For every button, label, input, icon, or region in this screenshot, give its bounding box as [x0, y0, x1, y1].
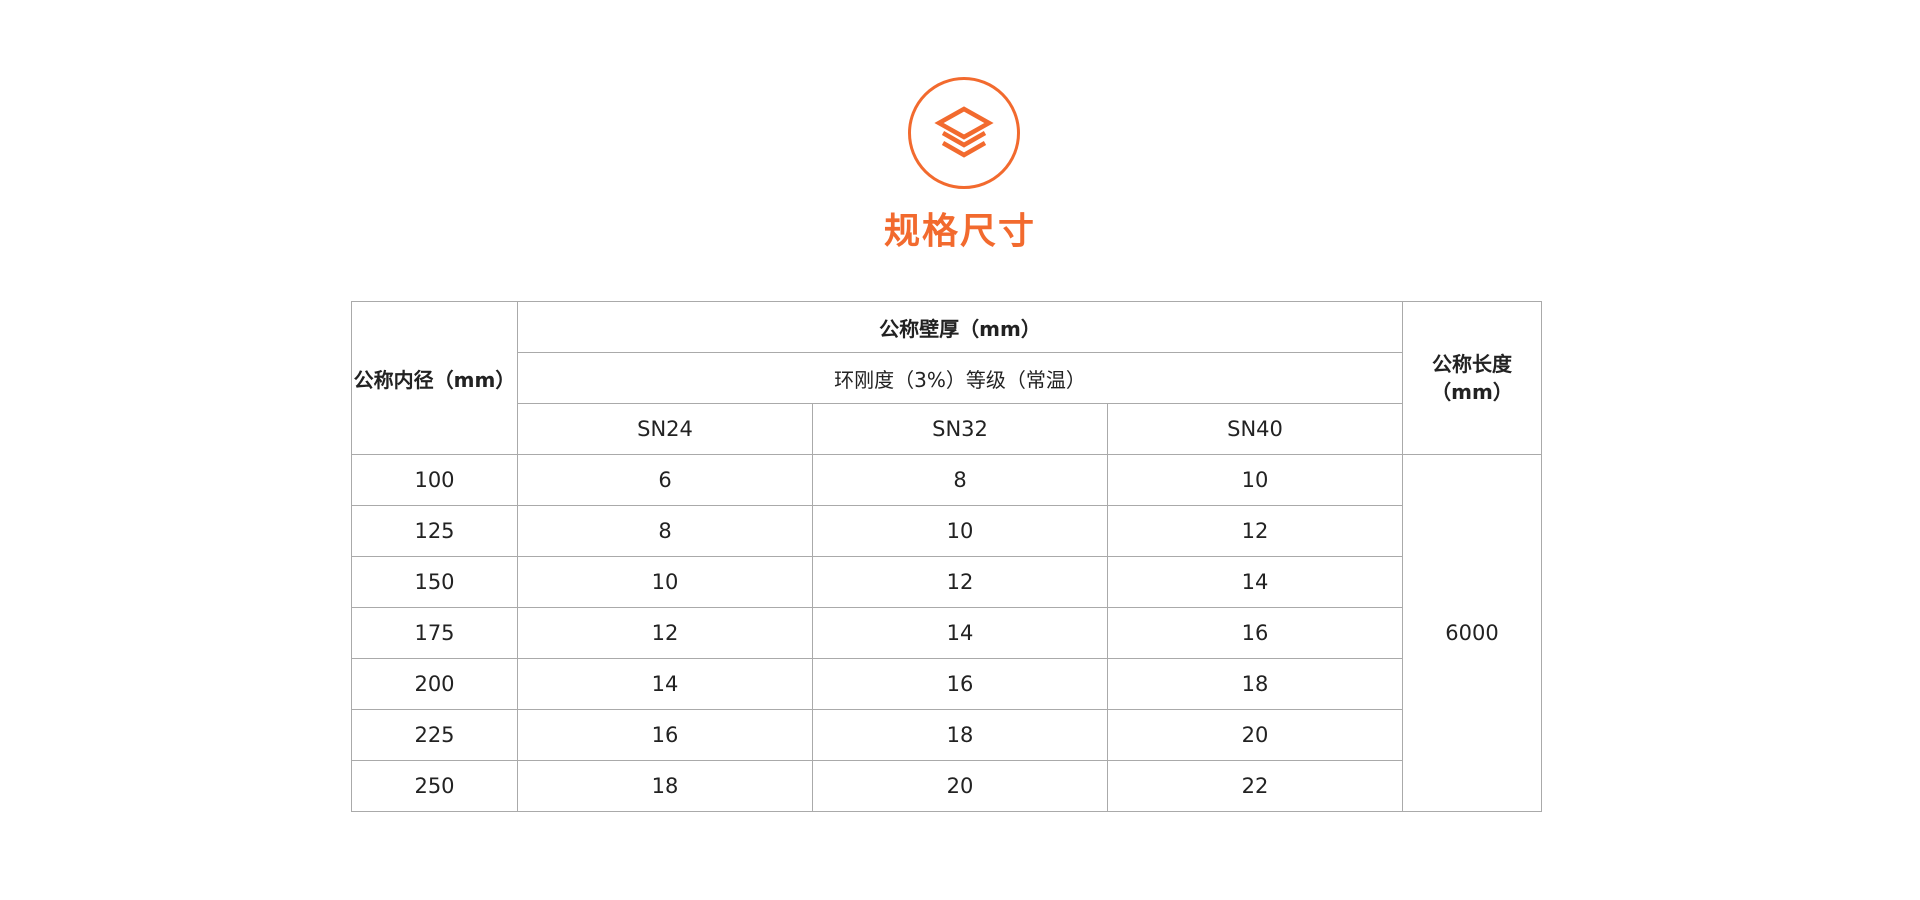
cell-thickness: 10 — [1107, 454, 1403, 506]
cell-thickness: 10 — [812, 505, 1108, 557]
cell-thickness: 16 — [812, 658, 1108, 710]
table-row: 200 14 16 18 — [351, 658, 1542, 710]
cell-diameter: 150 — [351, 556, 518, 608]
cell-thickness: 18 — [1107, 658, 1403, 710]
cell-diameter: 175 — [351, 607, 518, 659]
spec-table: 公称内径（mm） 公称壁厚（mm） 公称长度（mm） 环刚度（3%）等级（常温）… — [351, 301, 1542, 812]
table-row: 150 10 12 14 — [351, 556, 1542, 608]
header-inner-diameter: 公称内径（mm） — [351, 301, 518, 455]
cell-diameter: 200 — [351, 658, 518, 710]
table-row: 100 6 8 10 6000 — [351, 454, 1542, 812]
cell-diameter: 100 — [351, 454, 518, 506]
layers-icon — [908, 77, 1020, 189]
header-length: 公称长度（mm） — [1402, 301, 1542, 455]
table-row: 250 18 20 22 — [351, 760, 1542, 812]
table-row: 175 12 14 16 — [351, 607, 1542, 659]
cell-diameter: 125 — [351, 505, 518, 557]
cell-thickness: 12 — [517, 607, 813, 659]
cell-thickness: 12 — [1107, 505, 1403, 557]
cell-thickness: 8 — [812, 454, 1108, 506]
cell-thickness: 14 — [1107, 556, 1403, 608]
cell-thickness: 18 — [812, 709, 1108, 761]
cell-diameter: 225 — [351, 709, 518, 761]
cell-thickness: 10 — [517, 556, 813, 608]
cell-thickness: 18 — [517, 760, 813, 812]
section-title: 规格尺寸 — [883, 211, 1036, 252]
grade-sn40: SN40 — [1107, 403, 1403, 455]
cell-thickness: 16 — [1107, 607, 1403, 659]
table-row: 125 8 10 12 — [351, 505, 1542, 557]
cell-diameter: 250 — [351, 760, 518, 812]
grade-sn32: SN32 — [812, 403, 1108, 455]
grade-sn24: SN24 — [517, 403, 813, 455]
cell-thickness: 6 — [517, 454, 813, 506]
cell-thickness: 20 — [1107, 709, 1403, 761]
header-wall-thickness: 公称壁厚（mm） — [517, 301, 1403, 353]
cell-thickness: 12 — [812, 556, 1108, 608]
header-stiffness-grade: 环刚度（3%）等级（常温） — [517, 352, 1403, 404]
cell-thickness: 8 — [517, 505, 813, 557]
cell-thickness: 22 — [1107, 760, 1403, 812]
cell-thickness: 14 — [812, 607, 1108, 659]
cell-thickness: 20 — [812, 760, 1108, 812]
cell-length: 6000 — [1402, 454, 1542, 812]
cell-thickness: 14 — [517, 658, 813, 710]
cell-thickness: 16 — [517, 709, 813, 761]
table-row: 225 16 18 20 — [351, 709, 1542, 761]
